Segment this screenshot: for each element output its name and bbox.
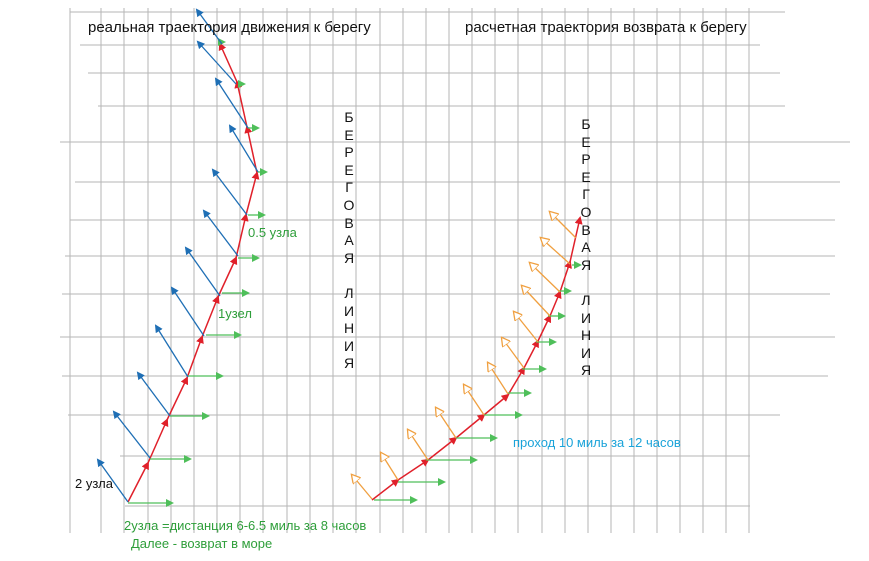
half-knot-label: 0.5 узла	[248, 225, 297, 240]
wind-arrow	[196, 40, 237, 85]
coastline-letter: И	[343, 302, 355, 319]
coastline-letter: Б	[581, 116, 591, 132]
wind-arrow	[170, 286, 205, 337]
one-knot-label: 1узел	[218, 306, 252, 321]
coastline-letter: А	[344, 232, 354, 249]
track-arrow	[455, 413, 486, 439]
wind-arrow	[228, 124, 259, 173]
track-arrow	[523, 339, 539, 369]
track-arrow	[244, 125, 258, 174]
track-arrow	[559, 260, 572, 293]
track-arrow	[397, 458, 430, 481]
wind-arrow	[436, 408, 457, 439]
coastline-letter: Я	[580, 362, 592, 379]
left-title: реальная траектория движения к берегу	[88, 19, 371, 36]
coastline-letter: Н	[580, 327, 592, 344]
track-arrow	[483, 393, 510, 416]
wind-arrow	[154, 324, 189, 378]
coastline-letter: И	[580, 309, 592, 326]
track-arrow	[186, 335, 204, 379]
coastline-letter: Л	[581, 291, 591, 308]
track-arrow	[217, 256, 238, 298]
wind-arrow	[550, 212, 577, 239]
track-arrow	[549, 290, 562, 317]
track-arrow	[371, 478, 400, 501]
coastline-letter: Е	[344, 161, 354, 178]
coastline-letter: А	[581, 239, 591, 256]
coastline-letter: В	[344, 214, 354, 231]
wind-arrow	[195, 8, 223, 45]
right-title: расчетная траектория возврата к берегу	[465, 19, 747, 36]
coastline-letter: Г	[345, 179, 353, 196]
coastline-letter: И	[580, 344, 592, 361]
wind-arrow	[352, 475, 373, 500]
track-arrow	[147, 418, 169, 464]
pass-label: проход 10 миль за 12 часов	[513, 435, 681, 450]
wind-arrow	[136, 371, 171, 417]
track-arrow	[127, 461, 149, 503]
wind-arrow	[96, 458, 129, 503]
coastline-letter: Р	[344, 144, 354, 161]
coastline-letter: Е	[581, 133, 591, 150]
return-label: Далее - возврат в море	[131, 536, 273, 551]
calculated-trajectory-arrows	[352, 212, 583, 504]
coastline-letter: Е	[581, 168, 591, 185]
coastline-letter	[577, 274, 595, 292]
track-arrow	[218, 42, 238, 83]
wind-arrow	[184, 246, 221, 297]
wind-arrow	[211, 168, 248, 216]
track-arrow	[507, 366, 526, 396]
track-arrow	[201, 295, 220, 338]
coastline-letter	[340, 267, 358, 285]
wind-arrow	[522, 286, 551, 317]
two-knots-label: 2 узла	[75, 476, 113, 491]
track-arrow	[234, 80, 248, 128]
wind-arrow	[488, 363, 509, 395]
coastline-letter: Б	[344, 109, 354, 125]
track-arrow	[245, 171, 260, 216]
wind-arrow	[112, 410, 151, 459]
coastline-letter: Г	[582, 186, 590, 203]
wind-arrow	[214, 77, 249, 129]
coastline-letter: Я	[580, 256, 592, 273]
distance-label: 2узла =дистанция 6-6.5 миль за 8 часов	[124, 518, 367, 533]
wind-arrow	[408, 430, 429, 461]
coastline-letter: Е	[344, 126, 354, 143]
grid-lines	[60, 8, 850, 533]
coastline-letter: О	[343, 196, 355, 213]
track-arrow	[537, 314, 552, 342]
track-arrow	[235, 213, 249, 259]
track-arrow	[166, 376, 189, 421]
track-arrow	[427, 436, 458, 461]
coastline-letter: И	[343, 337, 355, 354]
real-trajectory-arrows	[96, 8, 268, 507]
coastline-letter: Л	[344, 284, 354, 301]
wind-arrow	[530, 263, 561, 293]
wind-arrow	[541, 238, 571, 265]
wind-arrow	[202, 209, 239, 257]
wind-arrow	[464, 385, 485, 416]
wind-arrow	[502, 338, 525, 369]
coastline-letter: Р	[581, 151, 591, 168]
track-arrow	[569, 216, 583, 263]
coastline-letter: В	[581, 221, 591, 238]
coastline-letter: О	[580, 203, 592, 220]
coastline-letter: Н	[343, 320, 355, 337]
wind-arrow	[514, 312, 539, 343]
coastline-letter: Я	[343, 355, 355, 372]
coastline-letter: Я	[343, 249, 355, 266]
wind-arrow	[381, 453, 399, 481]
